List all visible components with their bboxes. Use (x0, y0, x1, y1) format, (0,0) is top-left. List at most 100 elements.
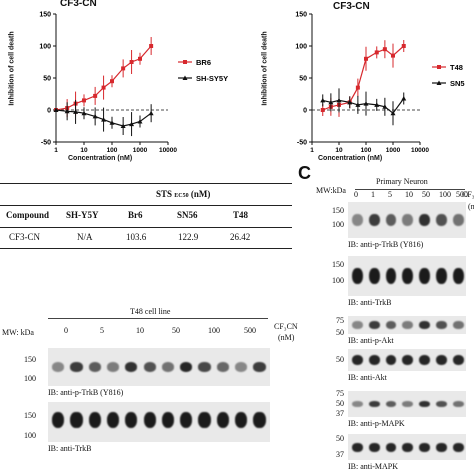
x-tick-label: 10 (80, 147, 88, 154)
blot-c-mw-marker: 50 (336, 355, 344, 364)
blot-band (106, 362, 120, 372)
blot-c-ib-label: IB: anti-p-Akt (348, 336, 394, 345)
blot-band (180, 362, 193, 372)
chart1-title: CF3-CN (60, 0, 97, 9)
blot-b-lane-label: 10 (136, 326, 144, 335)
blot-c-membrane (348, 256, 466, 296)
blot-band (419, 442, 430, 452)
legend-label-1: SH-SY5Y (196, 74, 228, 83)
x-tick-label: 10 (335, 147, 343, 154)
legend-marker (437, 65, 441, 69)
blot-band (452, 401, 464, 407)
blot-b-lane-label: 500 (244, 326, 256, 335)
chart1-ylabel: Inhibition of cell death (8, 31, 16, 106)
blot-band (253, 362, 266, 372)
legend-marker (183, 60, 187, 64)
blot-band (452, 321, 464, 329)
data-point (401, 95, 407, 101)
table-cell-br6: 103.6 (126, 232, 147, 242)
table-top-rule (0, 183, 292, 184)
legend-label-0: BR6 (196, 58, 211, 67)
legend-marker (436, 80, 442, 85)
data-point (81, 110, 87, 116)
data-point (101, 117, 107, 122)
data-point (149, 44, 154, 48)
blot-b-cell-line: T48 cell line (130, 307, 171, 316)
blot-b-compound: CF₃CN (274, 322, 298, 331)
blot-band (436, 401, 447, 407)
blot-c-group-rule (355, 189, 465, 190)
data-point (328, 99, 334, 105)
chart2-plot: -50 0 50 100 150 1 10 100 1000 10000 T48 SN5 (295, 12, 464, 155)
blot-c-lane-label: 100 (439, 190, 451, 199)
x-tick-label: 1000 (133, 147, 148, 154)
data-point (129, 60, 134, 64)
x-tick-label: 1 (54, 147, 58, 154)
blot-b-ib-ptrkb: IB: anti-p-TrkB (Y816) (48, 388, 124, 397)
table-head-rule (0, 227, 292, 228)
blot-band (452, 214, 464, 226)
blot-band (452, 355, 464, 365)
data-point (138, 56, 142, 61)
blot-c-mw-marker: 150 (332, 260, 344, 269)
table-cell-t48: 26.42 (230, 232, 251, 242)
data-point (401, 44, 406, 48)
series-line-1 (322, 98, 405, 115)
y-tick-label: -50 (41, 140, 51, 147)
chart2-xlabel: Concentration (nM) (318, 155, 383, 162)
blot-band (352, 321, 363, 329)
blot-band (436, 442, 447, 452)
blot-band (402, 268, 414, 284)
x-tick-label: 100 (361, 147, 372, 154)
x-tick-label: 1000 (386, 147, 401, 154)
blot-b-unit: (nM) (278, 333, 295, 342)
blot-c-mw-marker: 75 (336, 316, 344, 325)
blot-b-mw-150-b: 150 (24, 411, 36, 420)
blot-band (235, 362, 248, 372)
blot-band (452, 268, 464, 284)
y-tick-label: 0 (303, 108, 307, 115)
blot-band (368, 355, 380, 365)
blot-band (385, 321, 397, 329)
blot-b-group-rule (48, 318, 268, 319)
data-point (336, 97, 342, 103)
chart2-title: CF3-CN (333, 1, 370, 12)
blot-band (402, 401, 414, 407)
data-point (120, 123, 126, 128)
data-point (82, 98, 86, 103)
table-cell-shy5y: N/A (77, 232, 93, 242)
x-tick-label: 10000 (159, 147, 177, 154)
blot-band (419, 355, 430, 365)
table-title-unit: (nM) (190, 189, 211, 199)
data-point (347, 99, 353, 105)
blot-band (368, 268, 380, 284)
blot-band (352, 442, 363, 452)
table-bottom-rule (0, 248, 292, 249)
table-header-br6: Br6 (128, 210, 143, 220)
blot-band (436, 268, 447, 284)
blot-band (161, 362, 175, 372)
blot-c-lane-label: 1 (371, 190, 375, 199)
blot-band (125, 412, 138, 428)
data-point (110, 79, 114, 84)
blot-c-lane-label: 0 (354, 190, 358, 199)
data-point (53, 107, 59, 112)
blot-b-mw-150-a: 150 (24, 355, 36, 364)
blot-c-group: Primary Neuron (376, 177, 428, 186)
blot-b-mw-100-b: 100 (24, 431, 36, 440)
blot-band (235, 412, 248, 428)
blot-c-membrane (348, 434, 466, 460)
blot-band (385, 401, 397, 407)
blot-band (419, 321, 430, 329)
blot-c-ib-label: IB: anti-TrkB (348, 298, 392, 307)
blot-band (436, 355, 447, 365)
table-header-t48: T48 (233, 210, 249, 220)
blot-c-lane-label: 500 (456, 190, 468, 199)
data-point (355, 85, 360, 90)
blot-band (106, 412, 120, 428)
blot-band (352, 401, 363, 407)
blot-band (402, 355, 414, 365)
blot-band (368, 321, 380, 329)
chart1-xlabel: Concentration (nM) (68, 155, 133, 162)
blot-band (368, 442, 380, 452)
